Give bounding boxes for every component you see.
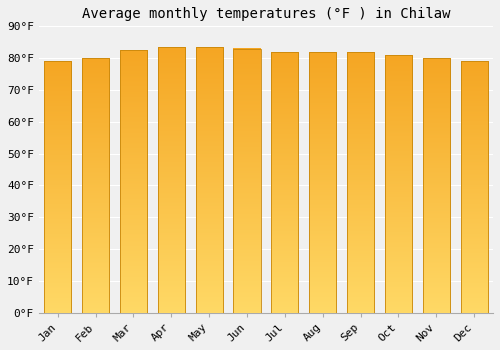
Bar bbox=[120, 50, 147, 313]
Bar bbox=[385, 55, 412, 313]
Bar bbox=[347, 52, 374, 313]
Title: Average monthly temperatures (°F ) in Chilaw: Average monthly temperatures (°F ) in Ch… bbox=[82, 7, 450, 21]
Bar bbox=[422, 58, 450, 313]
Bar bbox=[44, 61, 72, 313]
Bar bbox=[309, 52, 336, 313]
Bar bbox=[158, 47, 185, 313]
Bar bbox=[271, 52, 298, 313]
Bar bbox=[196, 47, 223, 313]
Bar bbox=[460, 61, 488, 313]
Bar bbox=[82, 58, 109, 313]
Bar bbox=[234, 49, 260, 313]
